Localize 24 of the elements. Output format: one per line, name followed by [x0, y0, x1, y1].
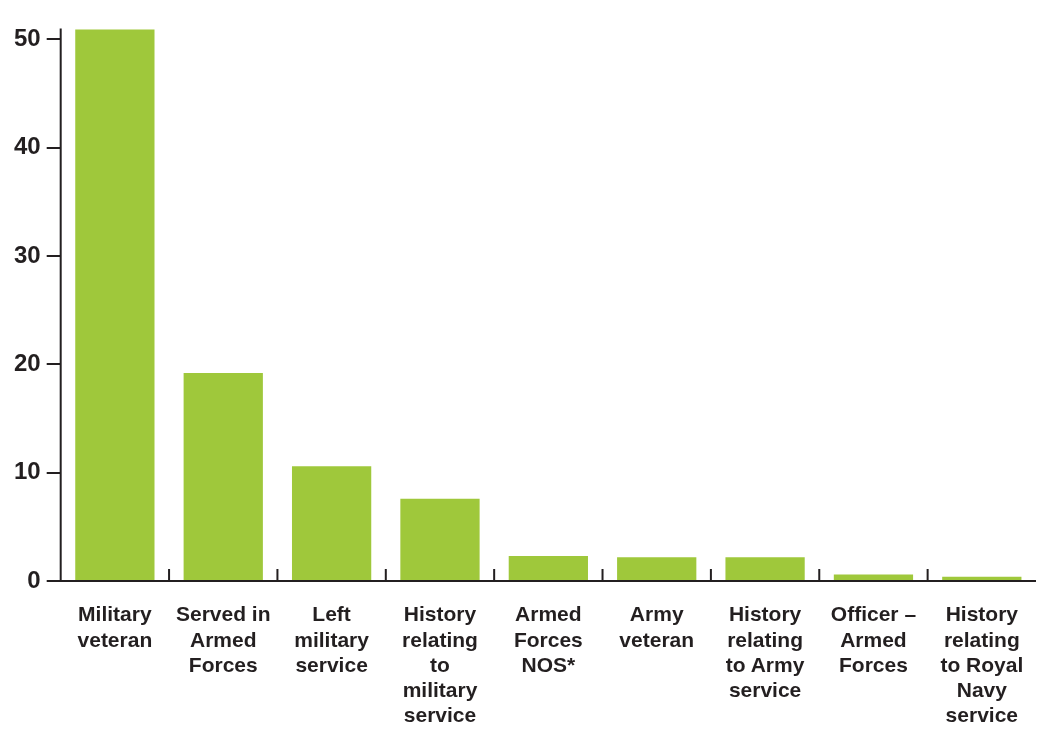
bar — [617, 557, 697, 580]
x-tick-label: History relating to Army service — [725, 602, 805, 701]
y-tick-label: 0 — [27, 565, 41, 593]
bar — [75, 29, 155, 580]
bar — [725, 557, 805, 580]
bar — [942, 576, 1022, 580]
x-tick-label: History relating to military service — [402, 602, 478, 727]
x-tick-label: Army veteran — [619, 602, 695, 651]
x-tick-label: Military veteran — [77, 602, 153, 651]
x-tick-label: Served in Armed Forces — [175, 602, 271, 676]
y-tick-label: 40 — [13, 132, 41, 160]
x-tick-label: History relating to Royal Navy service — [940, 602, 1024, 727]
bar — [291, 466, 372, 580]
y-tick-label: 50 — [13, 23, 41, 51]
bar — [833, 574, 914, 580]
x-tick-label: Left military service — [294, 602, 370, 676]
bar — [508, 556, 588, 580]
y-tick-label: 20 — [13, 348, 41, 376]
x-tick-label: Armed Forces NOS* — [513, 602, 583, 676]
y-tick-label: 10 — [13, 457, 41, 485]
bar — [400, 498, 480, 580]
x-tick-label: Officer – Armed Forces — [830, 602, 917, 676]
bar — [183, 372, 263, 580]
y-tick-label: 30 — [13, 240, 41, 268]
